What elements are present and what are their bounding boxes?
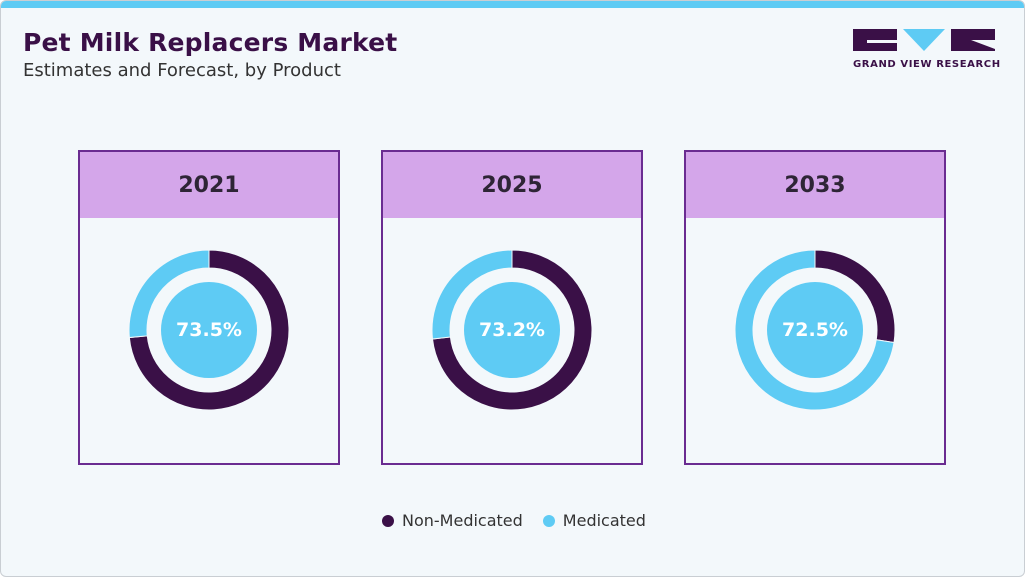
center-value-label: 73.5%	[176, 319, 242, 341]
donut-center-circle	[161, 282, 257, 378]
legend-dot-icon	[382, 514, 394, 527]
donut-segment-non-medicated	[431, 249, 593, 411]
card-2025: 2025 73.2%	[381, 150, 643, 465]
legend-item-non-medicated: Non-Medicated	[382, 511, 523, 530]
legend-label: Non-Medicated	[402, 511, 523, 530]
card-2033: 2033 72.5%	[684, 150, 946, 465]
top-accent-bar	[1, 1, 1024, 8]
donut-ring	[734, 249, 896, 411]
legend-label: Medicated	[562, 511, 646, 530]
legend-item-medicated: Medicated	[542, 511, 646, 530]
donut-center-circle	[464, 282, 560, 378]
center-value-label: 73.2%	[479, 319, 545, 341]
grand-view-research-logo: GRAND VIEW RESEARCH	[853, 29, 1001, 73]
chart-subtitle: Estimates and Forecast, by Product	[23, 60, 341, 81]
card-year-label: 2033	[686, 152, 944, 218]
card-2021: 2021 73.5%	[78, 150, 340, 465]
donut-segment-medicated	[431, 249, 513, 340]
donut-center-circle	[767, 282, 863, 378]
donut-segment-medicated	[734, 249, 895, 411]
legend-dot-icon	[542, 514, 555, 527]
gvr-logo-icon	[853, 29, 995, 51]
card-year-label: 2021	[80, 152, 338, 218]
donut-ring	[128, 249, 290, 411]
card-year-label: 2025	[383, 152, 641, 218]
center-value-label: 72.5%	[782, 319, 848, 341]
donut-chart-2021: 73.5%	[128, 249, 290, 411]
donut-ring	[431, 249, 593, 411]
chart-title: Pet Milk Replacers Market	[23, 28, 398, 57]
donut-chart-2033: 72.5%	[734, 249, 896, 411]
donut-segment-non-medicated	[128, 249, 290, 411]
donut-chart-2025: 73.2%	[431, 249, 593, 411]
logo-text: GRAND VIEW RESEARCH	[853, 59, 1001, 70]
chart-legend: Non-Medicated Medicated	[382, 511, 666, 530]
donut-segment-medicated	[128, 249, 210, 339]
